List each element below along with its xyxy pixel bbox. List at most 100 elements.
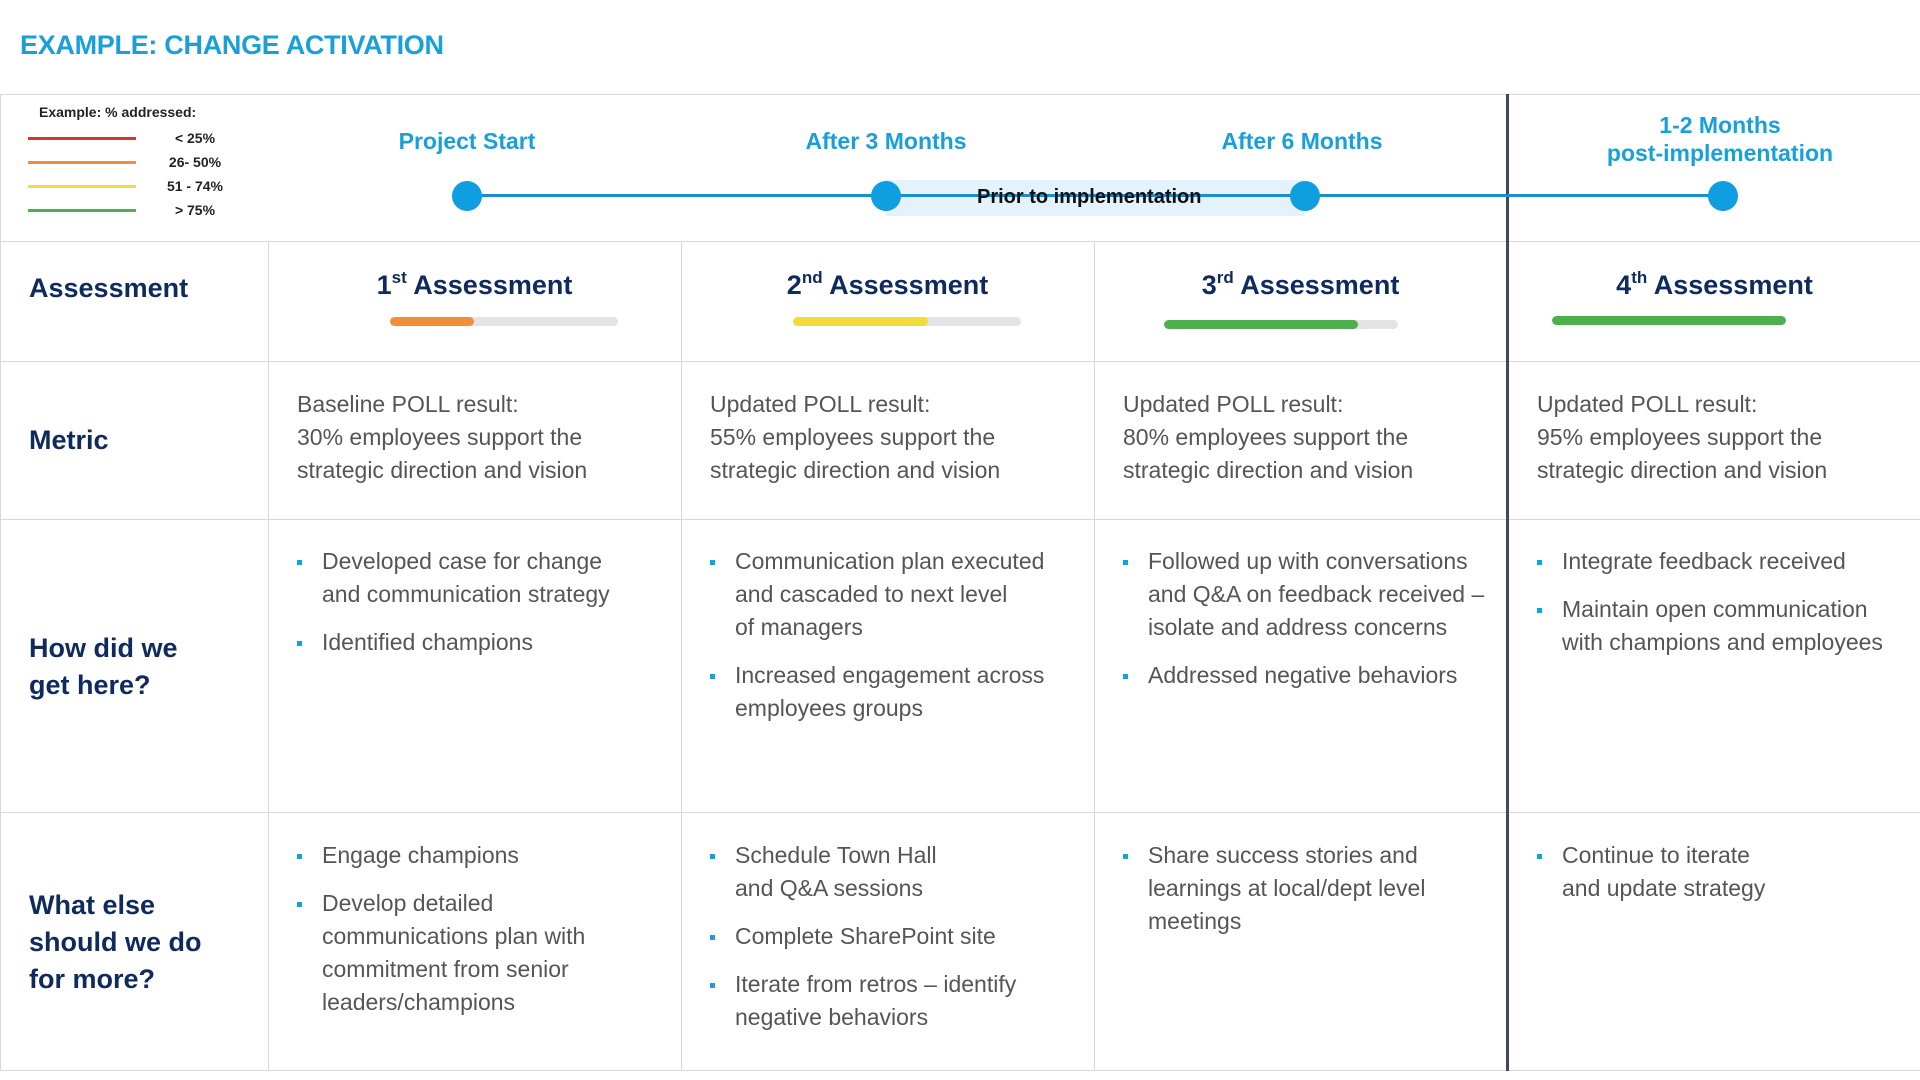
row-header-what: What else should we do for more? (29, 887, 202, 998)
how-list: Communication plan executed and cascaded … (710, 545, 1044, 740)
assessment-progress-bar (1164, 320, 1398, 329)
what-item-line: Schedule Town Hall (735, 842, 937, 868)
prior-to-implementation-band (886, 180, 1304, 216)
metric-text: Updated POLL result: 95% employees suppor… (1537, 388, 1827, 487)
bullet-icon (1537, 560, 1542, 565)
what-list: Continue to iterate and update strategy (1537, 839, 1765, 920)
assessment-ordinal-suffix: rd (1216, 268, 1234, 287)
timeline-dot-6-months (1290, 181, 1320, 211)
header-bottom-rule (0, 241, 1920, 242)
what-item-line: leaders/champions (322, 989, 516, 1015)
how-item-line: isolate and address concerns (1148, 614, 1448, 640)
legend-title: Example: % addressed: (39, 104, 197, 120)
metric-bottom-rule (0, 519, 1920, 520)
how-list-item: Communication plan executed and cascaded … (710, 545, 1044, 644)
metric-line: strategic direction and vision (297, 457, 588, 483)
how-item-line: of managers (735, 614, 863, 640)
assessment-progress-fill (1552, 316, 1786, 325)
what-item-line: Share success stories and (1148, 842, 1418, 868)
how-item-line: with champions and employees (1562, 629, 1883, 655)
how-item-line: Maintain open communication (1562, 596, 1868, 622)
assessment-title: 1st Assessment (268, 268, 681, 301)
how-list-item: Identified champions (297, 626, 610, 659)
metric-line: 95% employees support the (1537, 424, 1823, 450)
phase-label-project-start: Project Start (398, 128, 536, 154)
page-title: EXAMPLE: CHANGE ACTIVATION (20, 30, 444, 60)
column-rule-1 (268, 241, 269, 1071)
bullet-icon (1123, 674, 1128, 679)
how-item-line: employees groups (735, 695, 923, 721)
assessment-label: Assessment (413, 270, 573, 300)
assessment-ordinal-suffix: nd (801, 268, 823, 287)
metric-line: Updated POLL result: (1123, 391, 1344, 417)
metric-line: 55% employees support the (710, 424, 996, 450)
bullet-icon (297, 641, 302, 646)
legend-label: > 75% (174, 202, 216, 218)
what-list-item: Engage champions (297, 839, 585, 872)
legend-label: 51 - 74% (166, 178, 224, 194)
legend-row: > 75% (28, 198, 248, 222)
bullet-icon (1537, 854, 1542, 859)
how-list-item: Followed up with conversations and Q&A on… (1123, 545, 1484, 644)
what-list-item: Continue to iterate and update strategy (1537, 839, 1765, 905)
legend-swatch (28, 136, 136, 140)
timeline-line (467, 194, 1723, 197)
assessment-label: Assessment (1240, 270, 1400, 300)
metric-line: Updated POLL result: (1537, 391, 1758, 417)
metric-line: 30% employees support the (297, 424, 583, 450)
how-item-line: and Q&A on feedback received – (1148, 581, 1485, 607)
bullet-icon (297, 560, 302, 565)
what-item-line: Continue to iterate (1562, 842, 1750, 868)
how-item-line: Developed case for change (322, 548, 603, 574)
how-list: Integrate feedback received Maintain open… (1537, 545, 1883, 674)
metric-line: Baseline POLL result: (297, 391, 519, 417)
how-item-line: Increased engagement across (735, 662, 1045, 688)
assessment-label: Assessment (829, 270, 989, 300)
assessment-number: 4 (1616, 270, 1632, 300)
metric-line: Updated POLL result: (710, 391, 931, 417)
how-list-item: Developed case for change and communicati… (297, 545, 610, 611)
what-item-line: commitment from senior (322, 956, 569, 982)
legend-swatch (28, 184, 136, 188)
row-header-what-line2: should we do (29, 927, 202, 957)
assessment-bottom-rule (0, 361, 1920, 362)
legend-row: 51 - 74% (28, 174, 248, 198)
legend-row: < 25% (28, 126, 248, 150)
row-header-assessment: Assessment (29, 273, 189, 303)
row-header-what-line1: What else (29, 890, 156, 920)
bullet-icon (710, 674, 715, 679)
assessment-number: 1 (376, 270, 392, 300)
timeline-dot-project-start (452, 181, 482, 211)
legend-row: 26- 50% (28, 150, 248, 174)
phase-label-post-line1: 1-2 Months (1659, 112, 1781, 138)
header-top-rule (0, 94, 1920, 95)
phase-label-post-line2: post-implementation (1606, 140, 1834, 166)
legend-label: < 25% (174, 130, 216, 146)
what-item-line: Iterate from retros – identify (735, 971, 1017, 997)
bullet-icon (710, 935, 715, 940)
bullet-icon (1123, 560, 1128, 565)
assessment-title: 4th Assessment (1508, 268, 1920, 301)
what-item-line: Develop detailed (322, 890, 494, 916)
how-list: Developed case for change and communicati… (297, 545, 610, 674)
bullet-icon (297, 902, 302, 907)
assessment-progress-fill (1164, 320, 1359, 329)
what-list-item: Complete SharePoint site (710, 920, 1016, 953)
what-item-line: and Q&A sessions (735, 875, 923, 901)
legend: Example: % addressed: < 25% 26- 50% 51 - 7… (28, 104, 248, 222)
how-list-item: Increased engagement across employees gro… (710, 659, 1044, 725)
assessment-title: 3rd Assessment (1094, 268, 1507, 301)
what-item-line: negative behaviors (735, 1004, 929, 1030)
timeline-dot-post-implementation (1708, 181, 1738, 211)
bullet-icon (710, 854, 715, 859)
what-list: Share success stories and learnings at lo… (1123, 839, 1425, 953)
how-item-line: Identified champions (322, 629, 533, 655)
metric-text: Baseline POLL result: 30% employees suppo… (297, 388, 587, 487)
assessment-progress-bar (793, 317, 1021, 326)
how-item-line: Addressed negative behaviors (1148, 662, 1458, 688)
what-list: Schedule Town Hall and Q&A sessions Comple… (710, 839, 1016, 1049)
legend-label: 26- 50% (168, 154, 222, 170)
what-item-line: communications plan with (322, 923, 586, 949)
table-bottom-rule (0, 1070, 1920, 1071)
column-rule-3 (1094, 241, 1095, 1071)
